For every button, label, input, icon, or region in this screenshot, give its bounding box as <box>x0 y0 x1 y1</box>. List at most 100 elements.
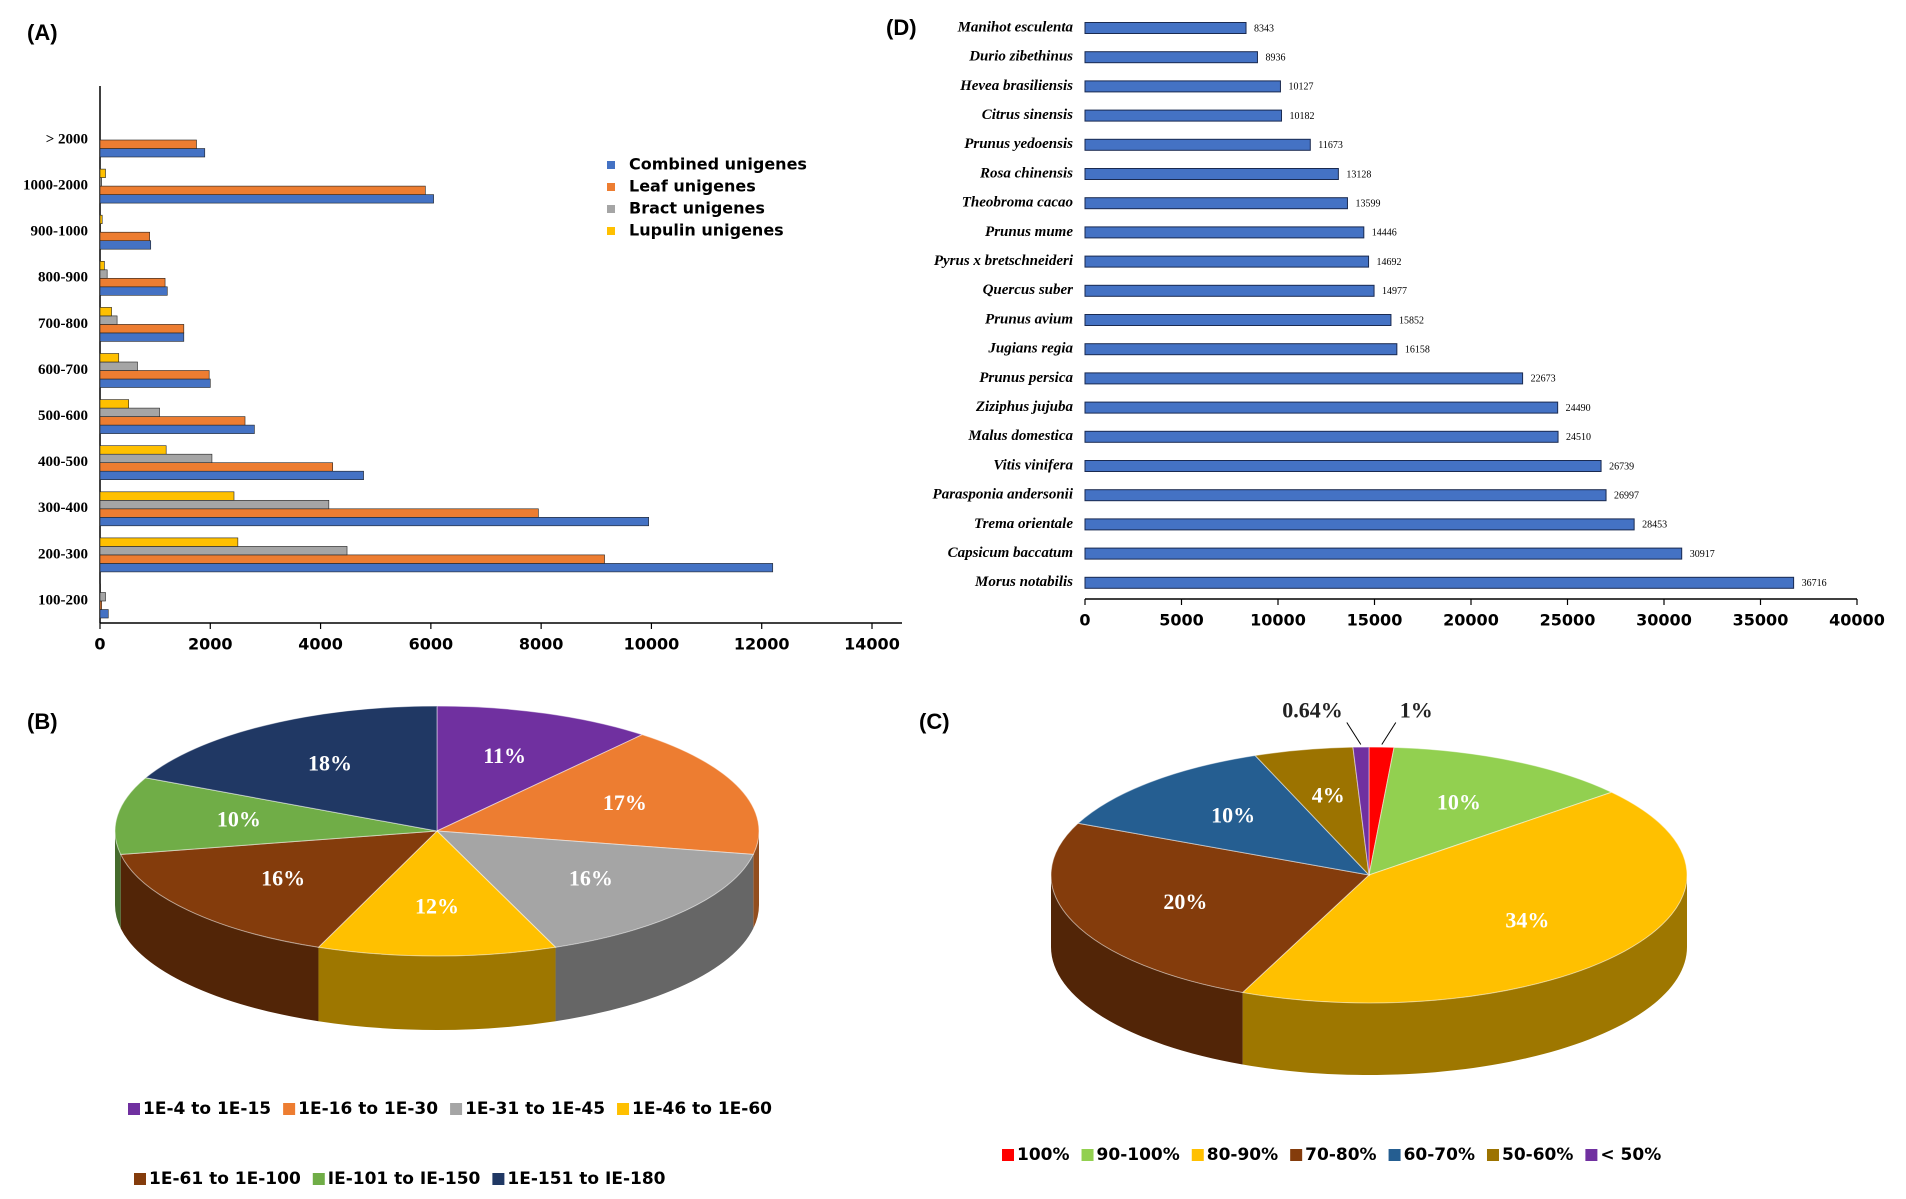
legend-label: < 50% <box>1600 1145 1661 1165</box>
legend-label: 1E-16 to 1E-30 <box>298 1099 438 1119</box>
x-tick-label: 10000 <box>1250 611 1306 630</box>
value-label: 16158 <box>1405 344 1430 355</box>
value-label: 14692 <box>1377 257 1402 268</box>
bar <box>99 516 649 527</box>
bar <box>1084 547 1683 560</box>
leader-line <box>1381 722 1397 745</box>
y-tick-label: Pyrus x bretschneideri <box>934 253 1074 269</box>
bar <box>1084 401 1559 414</box>
legend-label: Leaf unigenes <box>629 177 756 196</box>
value-label: 8343 <box>1254 23 1274 34</box>
legend-swatch <box>492 1173 505 1185</box>
pie-side <box>120 854 319 1022</box>
legend-swatch <box>607 227 615 235</box>
bar <box>1084 22 1247 34</box>
bar <box>99 592 106 602</box>
legend-swatch <box>607 205 615 213</box>
bar <box>99 609 109 619</box>
legend-swatch <box>134 1173 146 1185</box>
panel-label: (A) <box>27 20 58 45</box>
bar <box>1084 518 1635 531</box>
pie-slice <box>144 705 438 832</box>
y-tick-label: 900-1000 <box>31 224 89 240</box>
pie-slice <box>317 830 557 957</box>
value-label: 14977 <box>1382 286 1407 297</box>
pie-slice <box>1368 746 1613 876</box>
bar <box>99 583 101 593</box>
bar <box>99 223 101 233</box>
legend-swatch <box>1290 1149 1303 1161</box>
x-tick-label: 12000 <box>734 635 790 654</box>
legend-label: IE-101 to IE-150 <box>328 1169 481 1189</box>
pie-label: 12% <box>415 894 459 919</box>
bar <box>99 185 426 195</box>
y-tick-label: Prunus mume <box>985 224 1073 240</box>
bar <box>1084 430 1559 443</box>
pie-label: 16% <box>569 865 613 890</box>
value-label: 36716 <box>1802 578 1827 589</box>
x-tick-label: 30000 <box>1636 611 1692 630</box>
x-tick-label: 40000 <box>1829 611 1885 630</box>
bar <box>99 177 102 187</box>
bar <box>99 214 103 224</box>
y-tick-label: 400-500 <box>38 454 88 470</box>
y-tick-label: 100-200 <box>38 592 88 608</box>
bar <box>99 537 239 547</box>
y-tick-label: Vitis vinifera <box>993 457 1073 473</box>
panel-label: (D) <box>886 15 917 40</box>
pie-label: 10% <box>1437 789 1481 814</box>
x-tick-label: 15000 <box>1347 611 1403 630</box>
bar <box>99 462 334 472</box>
y-tick-label: 1000-2000 <box>23 178 88 194</box>
pie-label: 18% <box>308 751 352 776</box>
bar <box>99 168 106 178</box>
legend-label: 60-70% <box>1404 1145 1475 1165</box>
pie-label: 11% <box>483 743 526 768</box>
y-tick-label: > 2000 <box>46 131 88 147</box>
x-tick-label: 8000 <box>519 635 564 654</box>
y-tick-label: Theobroma cacao <box>962 195 1073 211</box>
y-tick-label: Prunus persica <box>979 370 1073 386</box>
y-tick-label: Rosa chinensis <box>979 165 1073 181</box>
legend-label: 1E-46 to 1E-60 <box>632 1099 772 1119</box>
legend-label: 1E-61 to 1E-100 <box>149 1169 301 1189</box>
bar <box>1084 51 1258 64</box>
bar <box>99 563 774 573</box>
y-tick-label: 200-300 <box>38 546 88 562</box>
bar <box>1084 314 1392 326</box>
value-label: 30917 <box>1690 549 1715 560</box>
value-label: 10127 <box>1288 82 1313 93</box>
pie-label: 10% <box>217 806 261 831</box>
y-tick-label: Hevea brasiliensis <box>959 78 1073 94</box>
bar <box>99 139 197 149</box>
x-tick-label: 20000 <box>1443 611 1499 630</box>
bar <box>99 260 105 271</box>
x-tick-label: 2000 <box>188 635 233 654</box>
bar <box>99 416 246 426</box>
bar <box>1084 343 1398 356</box>
legend-label: 50-60% <box>1502 1145 1573 1165</box>
pie-label: 1% <box>1400 698 1433 723</box>
bar <box>99 324 185 334</box>
bar <box>99 453 213 464</box>
bar <box>99 277 166 288</box>
x-tick-label: 14000 <box>844 635 900 654</box>
bar <box>99 353 120 363</box>
y-tick-label: Parasponia andersonii <box>933 487 1074 503</box>
pie-slice <box>435 830 755 948</box>
pie-label: 17% <box>603 790 647 815</box>
pie-slice <box>119 830 439 948</box>
bar <box>99 286 168 296</box>
panel-label: (B) <box>27 709 58 734</box>
bar <box>99 470 364 481</box>
bar <box>1084 109 1283 122</box>
bar <box>99 332 185 342</box>
legend-swatch <box>1081 1149 1094 1161</box>
panel-label: (C) <box>919 709 950 734</box>
y-tick-label: 500-600 <box>38 408 88 424</box>
bar <box>99 194 434 204</box>
bar <box>1084 197 1348 210</box>
bar <box>1084 255 1370 268</box>
legend-swatch <box>1388 1149 1401 1161</box>
